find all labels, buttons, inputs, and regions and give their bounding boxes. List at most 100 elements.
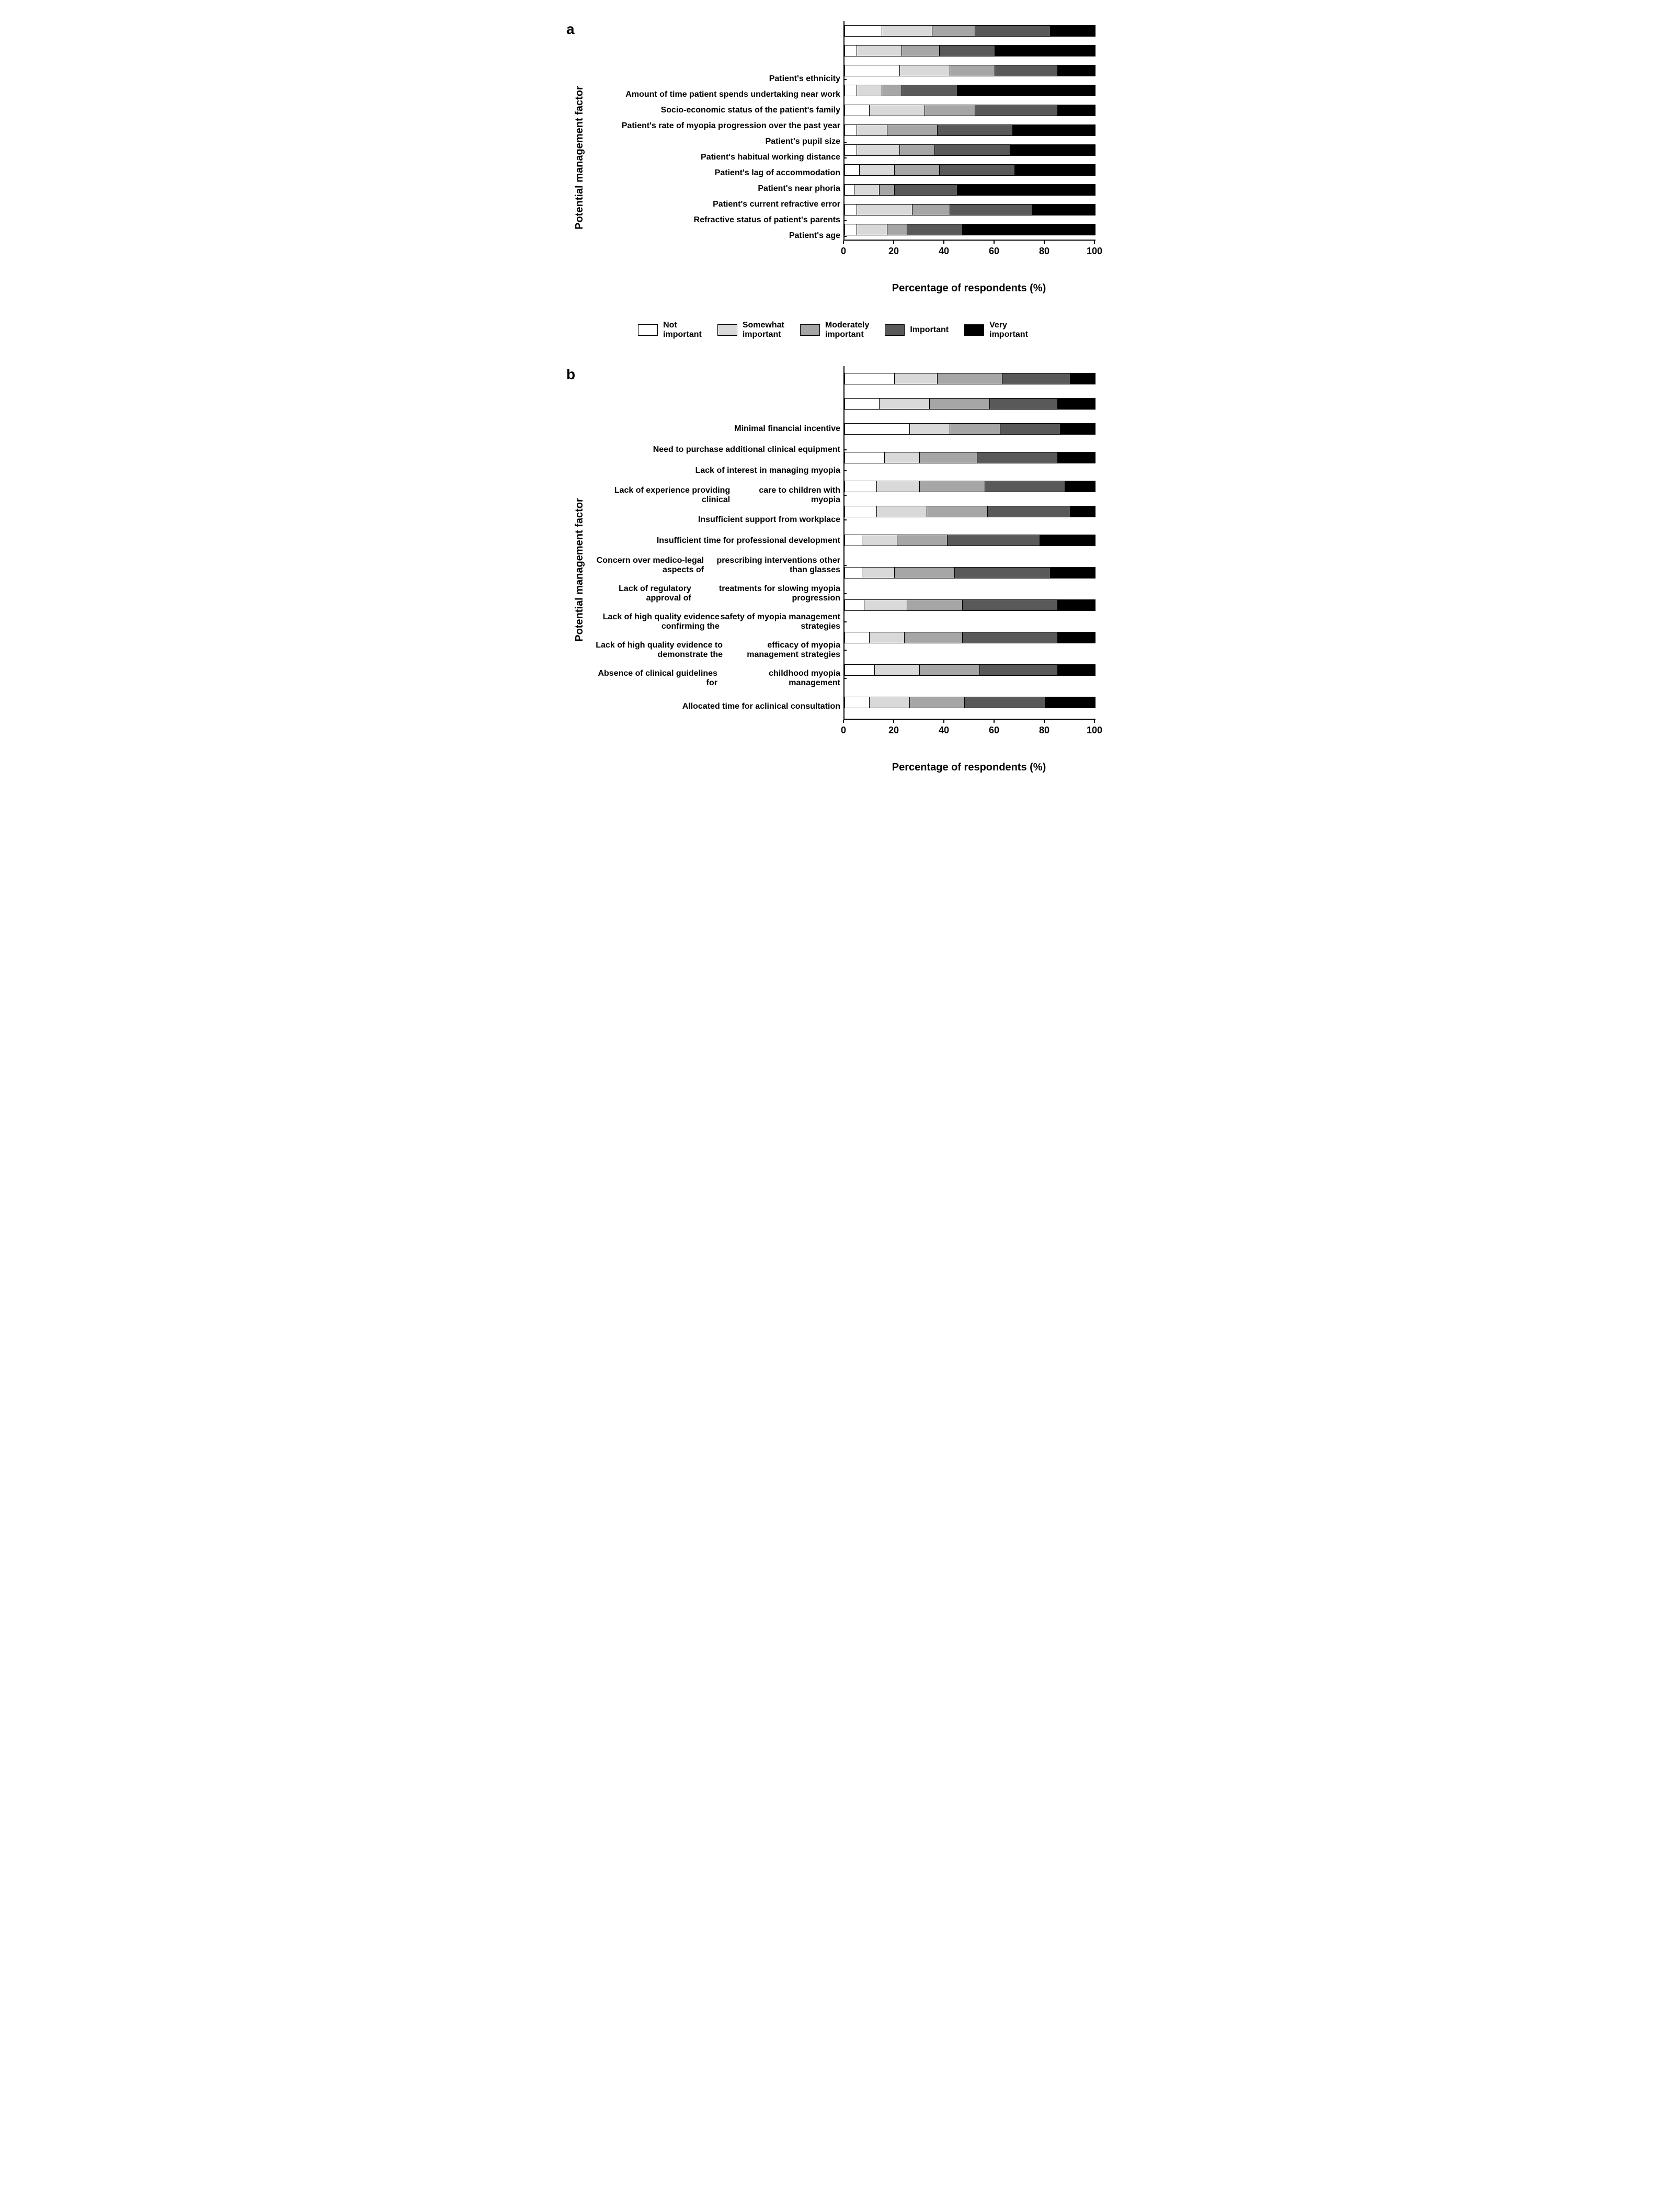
segment-moderate [950, 65, 995, 76]
segment-moderate [920, 452, 977, 463]
segment-moderate [887, 224, 907, 235]
x-tick: 60 [989, 720, 999, 736]
segment-moderate [880, 184, 895, 196]
segment-not [845, 452, 885, 463]
segment-not [845, 632, 870, 643]
segment-somewhat [870, 632, 905, 643]
bar-row [845, 391, 1096, 416]
segment-very [1058, 105, 1096, 116]
x-tick: 0 [841, 720, 846, 736]
segment-somewhat [857, 85, 882, 96]
segment-not [845, 124, 857, 136]
segment-somewhat [862, 567, 895, 578]
bars-area-a [843, 21, 1096, 241]
category-label: Patient's age [587, 229, 843, 244]
segment-somewhat [864, 599, 907, 611]
segment-not [845, 45, 857, 56]
segment-important [902, 85, 957, 96]
category-label: Lack of high quality evidence confirming… [587, 608, 843, 636]
segment-somewhat [875, 664, 920, 676]
bar-row [845, 61, 1096, 81]
segment-moderate [905, 632, 962, 643]
segment-not [845, 481, 877, 492]
bar-row [845, 557, 1096, 589]
stacked-bar [845, 105, 1096, 116]
segment-moderate [910, 697, 965, 708]
bar-row [845, 220, 1096, 240]
segment-somewhat [857, 144, 900, 156]
legend-label: Important [910, 325, 949, 335]
segment-important [977, 452, 1058, 463]
stacked-bar [845, 664, 1096, 676]
segment-very [1070, 506, 1096, 517]
segment-not [845, 599, 864, 611]
category-label: Absence of clinical guidelines forchildh… [587, 664, 843, 693]
stacked-bar [845, 164, 1096, 176]
y-axis-title: Potential management factor [574, 498, 586, 642]
legend-label: Notimportant [663, 321, 702, 340]
bar-row [845, 366, 1096, 391]
segment-important [1002, 373, 1070, 384]
x-tick: 40 [939, 241, 949, 257]
segment-somewhat [877, 481, 920, 492]
segment-very [1070, 373, 1096, 384]
segment-very [957, 184, 1096, 196]
category-label: Patient's lag of accommodation [587, 166, 843, 182]
stacked-bar [845, 184, 1096, 196]
bars-area-b [843, 366, 1096, 720]
segment-important [940, 164, 1015, 176]
segment-not [845, 224, 857, 235]
segment-somewhat [854, 184, 880, 196]
bar-row [845, 524, 1096, 557]
stacked-bar [845, 506, 1096, 517]
segment-very [1015, 164, 1096, 176]
segment-moderate [912, 204, 950, 215]
category-label: Patient's current refractive error [587, 197, 843, 213]
segment-very [1058, 398, 1096, 410]
segment-important [938, 124, 1013, 136]
category-label: Lack of experience providing clinicalcar… [587, 481, 843, 509]
bar-row [845, 686, 1096, 719]
bar-row [845, 41, 1096, 61]
segment-important [980, 664, 1058, 676]
category-label: Patient's pupil size [587, 134, 843, 150]
segment-somewhat [857, 45, 902, 56]
segment-somewhat [860, 164, 895, 176]
segment-important [963, 599, 1058, 611]
segment-not [845, 423, 910, 435]
segment-very [1058, 599, 1096, 611]
segment-not [845, 85, 857, 96]
segment-moderate [925, 105, 975, 116]
segment-very [1060, 423, 1096, 435]
panel-letter-a: a [566, 21, 575, 38]
legend-swatch [885, 324, 905, 336]
bar-row [845, 621, 1096, 654]
segment-somewhat [870, 105, 925, 116]
segment-important [988, 506, 1070, 517]
x-tick: 40 [939, 720, 949, 736]
segment-moderate [920, 664, 980, 676]
legend-item-very: Veryimportant [964, 321, 1028, 340]
segment-very [957, 85, 1096, 96]
bar-row [845, 100, 1096, 120]
segment-very [1010, 144, 1096, 156]
y-axis-title-wrap: Potential management factor [572, 564, 587, 576]
segment-moderate [887, 124, 938, 136]
segment-somewhat [885, 452, 920, 463]
category-label: Concern over medico-legal aspects ofpres… [587, 551, 843, 580]
segment-somewhat [857, 224, 887, 235]
segment-somewhat [857, 124, 887, 136]
segment-important [990, 398, 1058, 410]
segment-very [1013, 124, 1096, 136]
stacked-bar [845, 373, 1096, 384]
legend-swatch [638, 324, 658, 336]
legend: NotimportantSomewhatimportantModeratelyi… [572, 321, 1094, 340]
category-label: Amount of time patient spends undertakin… [587, 87, 843, 103]
segment-moderate [882, 85, 902, 96]
stacked-bar [845, 398, 1096, 410]
category-label: Allocated time for aclinical consultatio… [587, 693, 843, 721]
segment-important [955, 567, 1050, 578]
category-label: Lack of regulatory approval oftreatments… [587, 580, 843, 608]
segment-very [963, 224, 1096, 235]
segment-moderate [938, 373, 1003, 384]
